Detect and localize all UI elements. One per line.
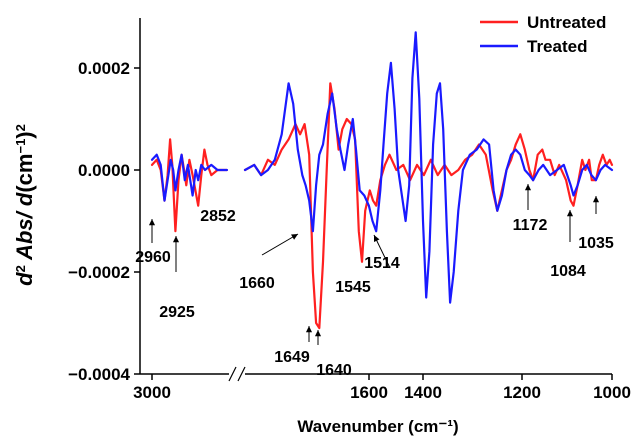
x-axis-title: Wavenumber (cm⁻¹) — [297, 417, 458, 436]
annotation-arrow-head — [374, 235, 380, 242]
ylabel-supm1: −1 — [13, 139, 28, 154]
annotation-arrow-head — [172, 236, 180, 243]
annotation-label-1172: 1172 — [513, 217, 548, 234]
annotation-arrow-head — [566, 210, 574, 217]
annotation-arrow-head — [291, 234, 298, 240]
annotation-label-2925: 2925 — [159, 304, 195, 321]
annotation-label-1084: 1084 — [550, 263, 586, 280]
annotation-label-2852: 2852 — [200, 208, 236, 225]
ylabel-sup2: 2 — [13, 265, 28, 272]
axis-break-marker — [228, 366, 246, 382]
x-tick-label: 3000 — [133, 383, 171, 402]
annotation-label-1640: 1640 — [316, 362, 352, 379]
annotation-label-1660: 1660 — [239, 275, 275, 292]
y-tick-label: −0.0004 — [68, 365, 130, 384]
annotation-arrow-head — [305, 326, 313, 333]
y-tick-label: −0.0002 — [68, 263, 130, 282]
x-tick-label: 1000 — [593, 383, 631, 402]
annotation-label-1035: 1035 — [578, 235, 614, 252]
ylabel-d1: d — [12, 272, 37, 286]
annotation-label-2960: 2960 — [135, 249, 171, 266]
series-lines — [150, 31, 614, 330]
legend: Untreated Treated — [480, 13, 606, 56]
y-tick-label: 0.0000 — [78, 161, 130, 180]
annotation-arrow-head — [148, 219, 156, 226]
annotation-arrow-head — [524, 184, 532, 191]
annotation-label-1514: 1514 — [364, 255, 400, 272]
ylabel-sup2b: 2 — [13, 124, 28, 131]
annotation-arrow-head — [314, 330, 322, 337]
annotation-arrow-head — [592, 196, 600, 203]
y-axis-title: d2 Abs/ d(cm−1)2 — [12, 124, 37, 286]
x-tick-label: 1200 — [503, 383, 541, 402]
annotation-label-1545: 1545 — [335, 279, 371, 296]
series-line-untreated-fingerprint — [243, 82, 614, 330]
x-ticks: 3000 1600 1400 1200 1000 — [133, 374, 631, 402]
annotation-label-1649: 1649 — [274, 349, 310, 366]
ylabel-d2: d — [12, 192, 37, 206]
series-line-treated-high — [150, 153, 228, 202]
annotations: 2960 2925 2852 1660 1545 1514 1649 1640 1172 1084… — [135, 184, 614, 379]
x-tick-label: 1600 — [350, 383, 388, 402]
plot-frame — [139, 18, 612, 382]
legend-label-untreated: Untreated — [527, 13, 606, 32]
y-ticks: 0.0002 0.0000 −0.0002 −0.0004 — [68, 59, 140, 384]
ylabel-open: (cm — [12, 154, 37, 193]
series-line-treated-fingerprint — [243, 31, 614, 304]
ylabel-close: ) — [12, 131, 37, 138]
y-tick-label: 0.0002 — [78, 59, 130, 78]
ylabel-abs: Abs/ — [12, 206, 37, 265]
annotation-arrow-line — [261, 233, 299, 256]
x-tick-label: 1400 — [404, 383, 442, 402]
legend-label-treated: Treated — [527, 37, 587, 56]
